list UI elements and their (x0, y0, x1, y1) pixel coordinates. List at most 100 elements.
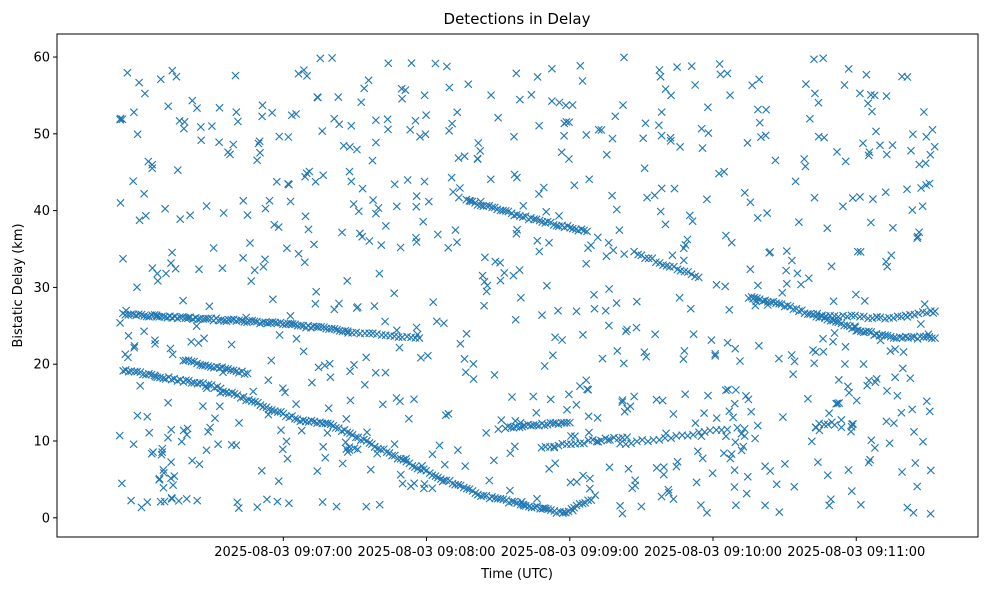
detection-point (771, 156, 780, 165)
detection-point (365, 439, 374, 447)
detection-point (246, 239, 254, 247)
detection-point (708, 469, 717, 478)
detection-point (762, 105, 771, 114)
detection-point (454, 154, 463, 163)
detection-point (331, 423, 340, 432)
detection-point (532, 408, 541, 417)
detection-point (570, 432, 579, 441)
detection-point (535, 121, 544, 130)
detection-point (301, 172, 310, 181)
detection-point (724, 385, 732, 394)
detection-point (119, 254, 127, 263)
detection-point (489, 456, 498, 465)
detection-point (619, 359, 628, 368)
detection-point (840, 81, 849, 89)
detection-point (838, 202, 847, 211)
detection-point (716, 70, 725, 79)
detection-point (870, 443, 879, 452)
y-axis-label: Bistatic Delay (km) (11, 223, 26, 347)
detection-point (237, 316, 246, 325)
detection-point (274, 477, 283, 486)
detection-point (497, 416, 506, 425)
detection-point (322, 324, 331, 333)
detection-point (908, 130, 917, 139)
detection-point (319, 442, 328, 451)
detection-point (584, 244, 592, 253)
detection-point (565, 418, 574, 427)
detection-point (632, 323, 641, 332)
detection-point (499, 495, 508, 504)
detection-point (313, 467, 322, 476)
detection-point (744, 395, 753, 404)
detection-point (539, 183, 548, 192)
detection-point (655, 435, 664, 444)
detection-point (371, 209, 380, 218)
detection-point (264, 376, 273, 385)
detection-point (423, 351, 432, 360)
detection-point (173, 314, 182, 323)
detection-point (777, 300, 786, 309)
detection-point (661, 85, 670, 94)
detection-point (261, 204, 270, 213)
detection-point (864, 458, 873, 467)
detection-point (325, 359, 334, 368)
detection-point (506, 449, 515, 458)
detection-point (254, 139, 263, 148)
detection-point (205, 302, 214, 311)
detection-point (448, 119, 457, 128)
detection-point (215, 103, 224, 112)
detection-point (565, 118, 574, 127)
detection-point (860, 296, 869, 305)
detection-point (572, 477, 581, 486)
detection-point (220, 316, 228, 325)
detection-point (867, 436, 876, 445)
detection-point (193, 104, 201, 113)
detection-point (418, 461, 426, 470)
detection-point (342, 445, 351, 454)
detection-point (496, 276, 505, 285)
detection-point (360, 380, 369, 389)
detection-point (129, 177, 138, 186)
detection-point (517, 497, 526, 506)
detection-point (159, 465, 168, 474)
detection-point (287, 111, 296, 120)
detection-point (849, 420, 857, 428)
detection-point (594, 125, 603, 134)
detection-point (129, 108, 138, 117)
detection-point (753, 213, 762, 222)
detection-point (612, 205, 621, 214)
detection-point (736, 357, 744, 365)
detection-point (657, 492, 666, 501)
detection-point (911, 459, 920, 467)
detection-point (461, 368, 470, 377)
detection-point (555, 211, 563, 220)
detection-point (876, 141, 884, 150)
detection-point (412, 323, 421, 332)
detection-point (602, 150, 611, 159)
detection-point (519, 501, 528, 510)
detection-point (130, 343, 139, 352)
detection-point (845, 388, 854, 397)
detection-point (664, 485, 673, 494)
detection-point (893, 391, 902, 400)
detection-point (624, 464, 633, 473)
detection-point (557, 148, 566, 157)
detection-point (597, 436, 605, 445)
detection-point (320, 361, 329, 370)
detection-point (748, 81, 757, 90)
detection-point (533, 236, 542, 245)
detection-point (814, 98, 823, 107)
detection-point (251, 397, 259, 406)
detection-point (891, 373, 900, 382)
detection-point (345, 167, 354, 176)
detection-point (844, 64, 853, 73)
detection-point (545, 238, 553, 247)
detection-point (332, 502, 341, 511)
detection-point (204, 314, 213, 323)
detection-point (162, 269, 170, 278)
detection-point (206, 363, 215, 371)
detection-point (396, 397, 404, 406)
detection-point (350, 360, 358, 369)
detection-point (358, 184, 367, 193)
detection-point (510, 132, 518, 141)
